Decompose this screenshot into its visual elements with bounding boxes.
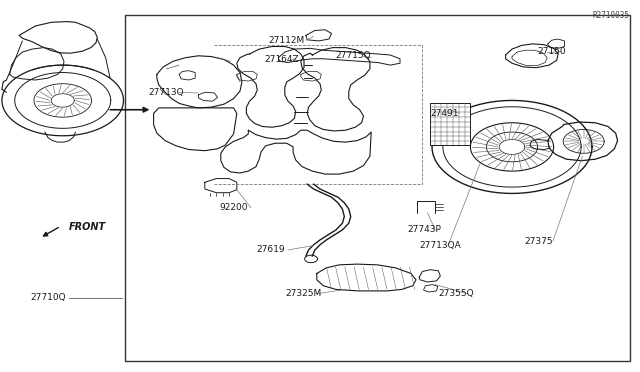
Text: 27491: 27491 [430,109,459,118]
Text: 27375: 27375 [525,237,554,246]
Bar [430,103,470,145]
Text: 27713Q: 27713Q [148,88,184,97]
Text: 27164Z: 27164Z [264,55,299,64]
Text: 27355Q: 27355Q [438,289,474,298]
Text: 27619: 27619 [256,245,285,254]
Text: 27112M: 27112M [269,36,305,45]
Text: 92200: 92200 [220,203,248,212]
Text: 27743P: 27743P [407,225,441,234]
Bar [125,15,630,361]
Text: R2710035: R2710035 [592,11,629,20]
Text: 27715Q: 27715Q [335,51,371,60]
Text: 27150: 27150 [538,47,566,56]
Text: FRONT: FRONT [69,222,106,232]
Text: 27710Q: 27710Q [31,293,67,302]
Text: 27325M: 27325M [285,289,322,298]
Text: 27713QA: 27713QA [419,241,461,250]
